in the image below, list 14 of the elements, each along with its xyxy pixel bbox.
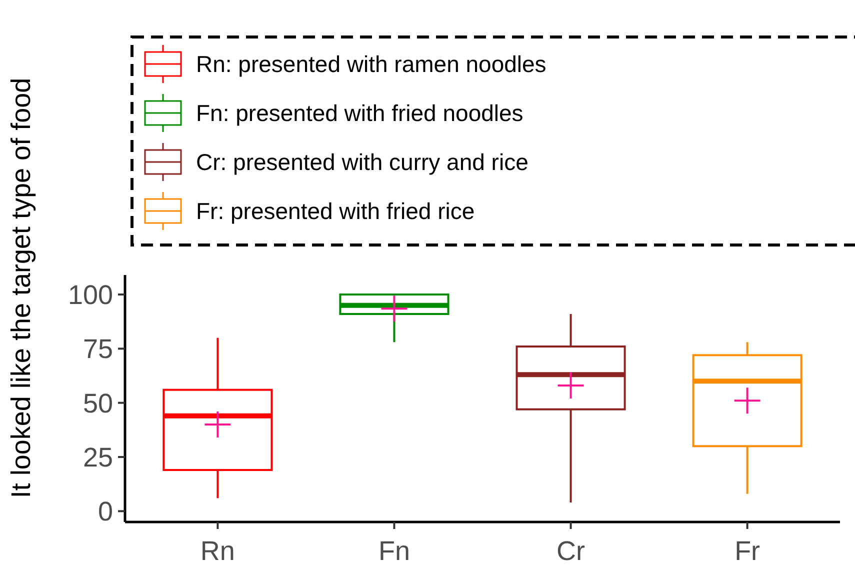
legend-label: Cr: presented with curry and rice (196, 149, 528, 176)
x-tick-label: Cr (556, 536, 586, 566)
x-tick-label: Fn (378, 536, 410, 566)
y-axis-title: It looked like the target type of food (6, 78, 36, 498)
y-tick-label: 25 (82, 442, 113, 472)
y-tick-label: 100 (68, 280, 113, 310)
legend-label: Fr: presented with fried rice (196, 198, 475, 224)
y-tick-label: 0 (98, 496, 113, 527)
x-tick-label: Rn (200, 536, 235, 566)
legend-label: Rn: presented with ramen noodles (196, 51, 546, 78)
y-tick-label: 50 (82, 388, 113, 418)
x-tick-label: Fr (734, 536, 760, 566)
y-tick-label: 75 (82, 334, 113, 364)
legend-label: Fn: presented with fried noodles (196, 100, 524, 126)
